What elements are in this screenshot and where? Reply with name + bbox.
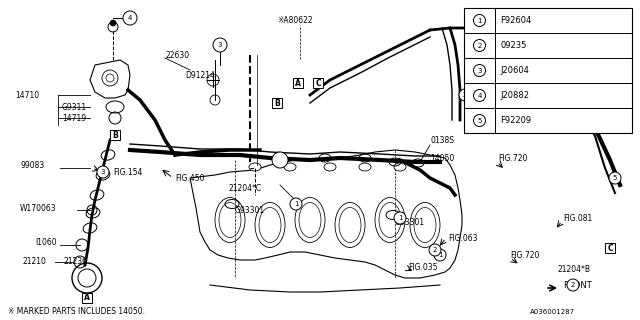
- Circle shape: [213, 38, 227, 52]
- Text: 1: 1: [438, 252, 442, 258]
- Bar: [82, 293, 92, 303]
- Text: G93301: G93301: [395, 218, 425, 227]
- Text: B: B: [274, 99, 280, 108]
- Text: 4: 4: [128, 15, 132, 21]
- Bar: [313, 78, 323, 88]
- Text: 3: 3: [477, 68, 482, 74]
- Text: 09235: 09235: [500, 41, 526, 50]
- Circle shape: [494, 112, 506, 124]
- Ellipse shape: [324, 163, 336, 171]
- Text: ※ MARKED PARTS INCLUDES 14050.: ※ MARKED PARTS INCLUDES 14050.: [8, 308, 145, 316]
- Text: 0138S: 0138S: [430, 135, 454, 145]
- Bar: [605, 243, 615, 253]
- Text: FIG.154: FIG.154: [113, 167, 142, 177]
- Text: A036001287: A036001287: [530, 309, 575, 315]
- Text: 14719: 14719: [62, 114, 86, 123]
- Text: 5: 5: [613, 175, 617, 181]
- Text: F92209: F92209: [500, 116, 531, 125]
- Text: FIG.720: FIG.720: [510, 251, 540, 260]
- Circle shape: [110, 20, 116, 26]
- Circle shape: [394, 212, 406, 224]
- Text: C: C: [315, 78, 321, 87]
- Text: 5: 5: [477, 117, 482, 124]
- Bar: [272, 98, 282, 108]
- Circle shape: [272, 152, 288, 168]
- Text: 21204*B: 21204*B: [558, 266, 591, 275]
- Text: 14050: 14050: [430, 154, 454, 163]
- Text: 21236: 21236: [63, 258, 87, 267]
- Circle shape: [567, 279, 579, 291]
- Text: 21210: 21210: [22, 258, 46, 267]
- Circle shape: [434, 249, 446, 261]
- Text: FIG.081: FIG.081: [563, 213, 592, 222]
- Text: 2: 2: [433, 247, 437, 253]
- Text: ※A80622: ※A80622: [277, 15, 312, 25]
- Text: 2: 2: [477, 43, 482, 49]
- Text: D91214: D91214: [185, 70, 215, 79]
- Circle shape: [474, 90, 486, 101]
- Ellipse shape: [394, 163, 406, 171]
- Text: 5: 5: [498, 115, 502, 121]
- Circle shape: [474, 39, 486, 52]
- Text: 2: 2: [463, 92, 467, 98]
- Text: 21204*A: 21204*A: [475, 110, 508, 119]
- Circle shape: [106, 74, 114, 82]
- Text: C: C: [607, 244, 613, 252]
- Text: B: B: [112, 131, 118, 140]
- Text: W170063: W170063: [20, 204, 56, 212]
- Text: 4: 4: [477, 92, 482, 99]
- Text: A: A: [295, 78, 301, 87]
- Text: A: A: [84, 293, 90, 302]
- Bar: [110, 130, 120, 140]
- Text: 14710: 14710: [15, 91, 39, 100]
- Text: I1060: I1060: [35, 237, 56, 246]
- Circle shape: [97, 166, 109, 178]
- Circle shape: [609, 172, 621, 184]
- Text: FRONT: FRONT: [563, 281, 592, 290]
- Ellipse shape: [359, 163, 371, 171]
- Text: 99083: 99083: [20, 161, 44, 170]
- Circle shape: [290, 198, 302, 210]
- Text: G9311: G9311: [62, 102, 87, 111]
- Text: 1: 1: [294, 201, 298, 207]
- Bar: [464, 8, 632, 133]
- Text: 2: 2: [473, 40, 477, 46]
- Circle shape: [469, 37, 481, 49]
- Text: 3: 3: [100, 169, 105, 175]
- Text: FIG.450: FIG.450: [175, 173, 205, 182]
- Circle shape: [474, 14, 486, 27]
- Text: 22630: 22630: [165, 51, 189, 60]
- Text: 1: 1: [477, 18, 482, 23]
- Ellipse shape: [284, 163, 296, 171]
- Text: 14472: 14472: [535, 84, 559, 92]
- Circle shape: [123, 11, 137, 25]
- Circle shape: [459, 89, 471, 101]
- Text: FIG.035: FIG.035: [408, 263, 438, 273]
- Text: 3: 3: [218, 42, 222, 48]
- Text: 1: 1: [397, 215, 403, 221]
- Circle shape: [474, 115, 486, 126]
- Text: FIG.720: FIG.720: [498, 154, 527, 163]
- Bar: [293, 78, 303, 88]
- Text: F92604: F92604: [500, 16, 531, 25]
- Circle shape: [429, 244, 441, 256]
- Text: FIG.063: FIG.063: [487, 23, 516, 33]
- Circle shape: [474, 65, 486, 76]
- Text: 2: 2: [571, 282, 575, 288]
- Text: J20604: J20604: [500, 66, 529, 75]
- Text: FIG.063: FIG.063: [448, 234, 477, 243]
- Text: J20882: J20882: [500, 91, 529, 100]
- Text: G93301: G93301: [235, 205, 265, 214]
- Text: 21204*C: 21204*C: [228, 183, 261, 193]
- Ellipse shape: [249, 163, 261, 171]
